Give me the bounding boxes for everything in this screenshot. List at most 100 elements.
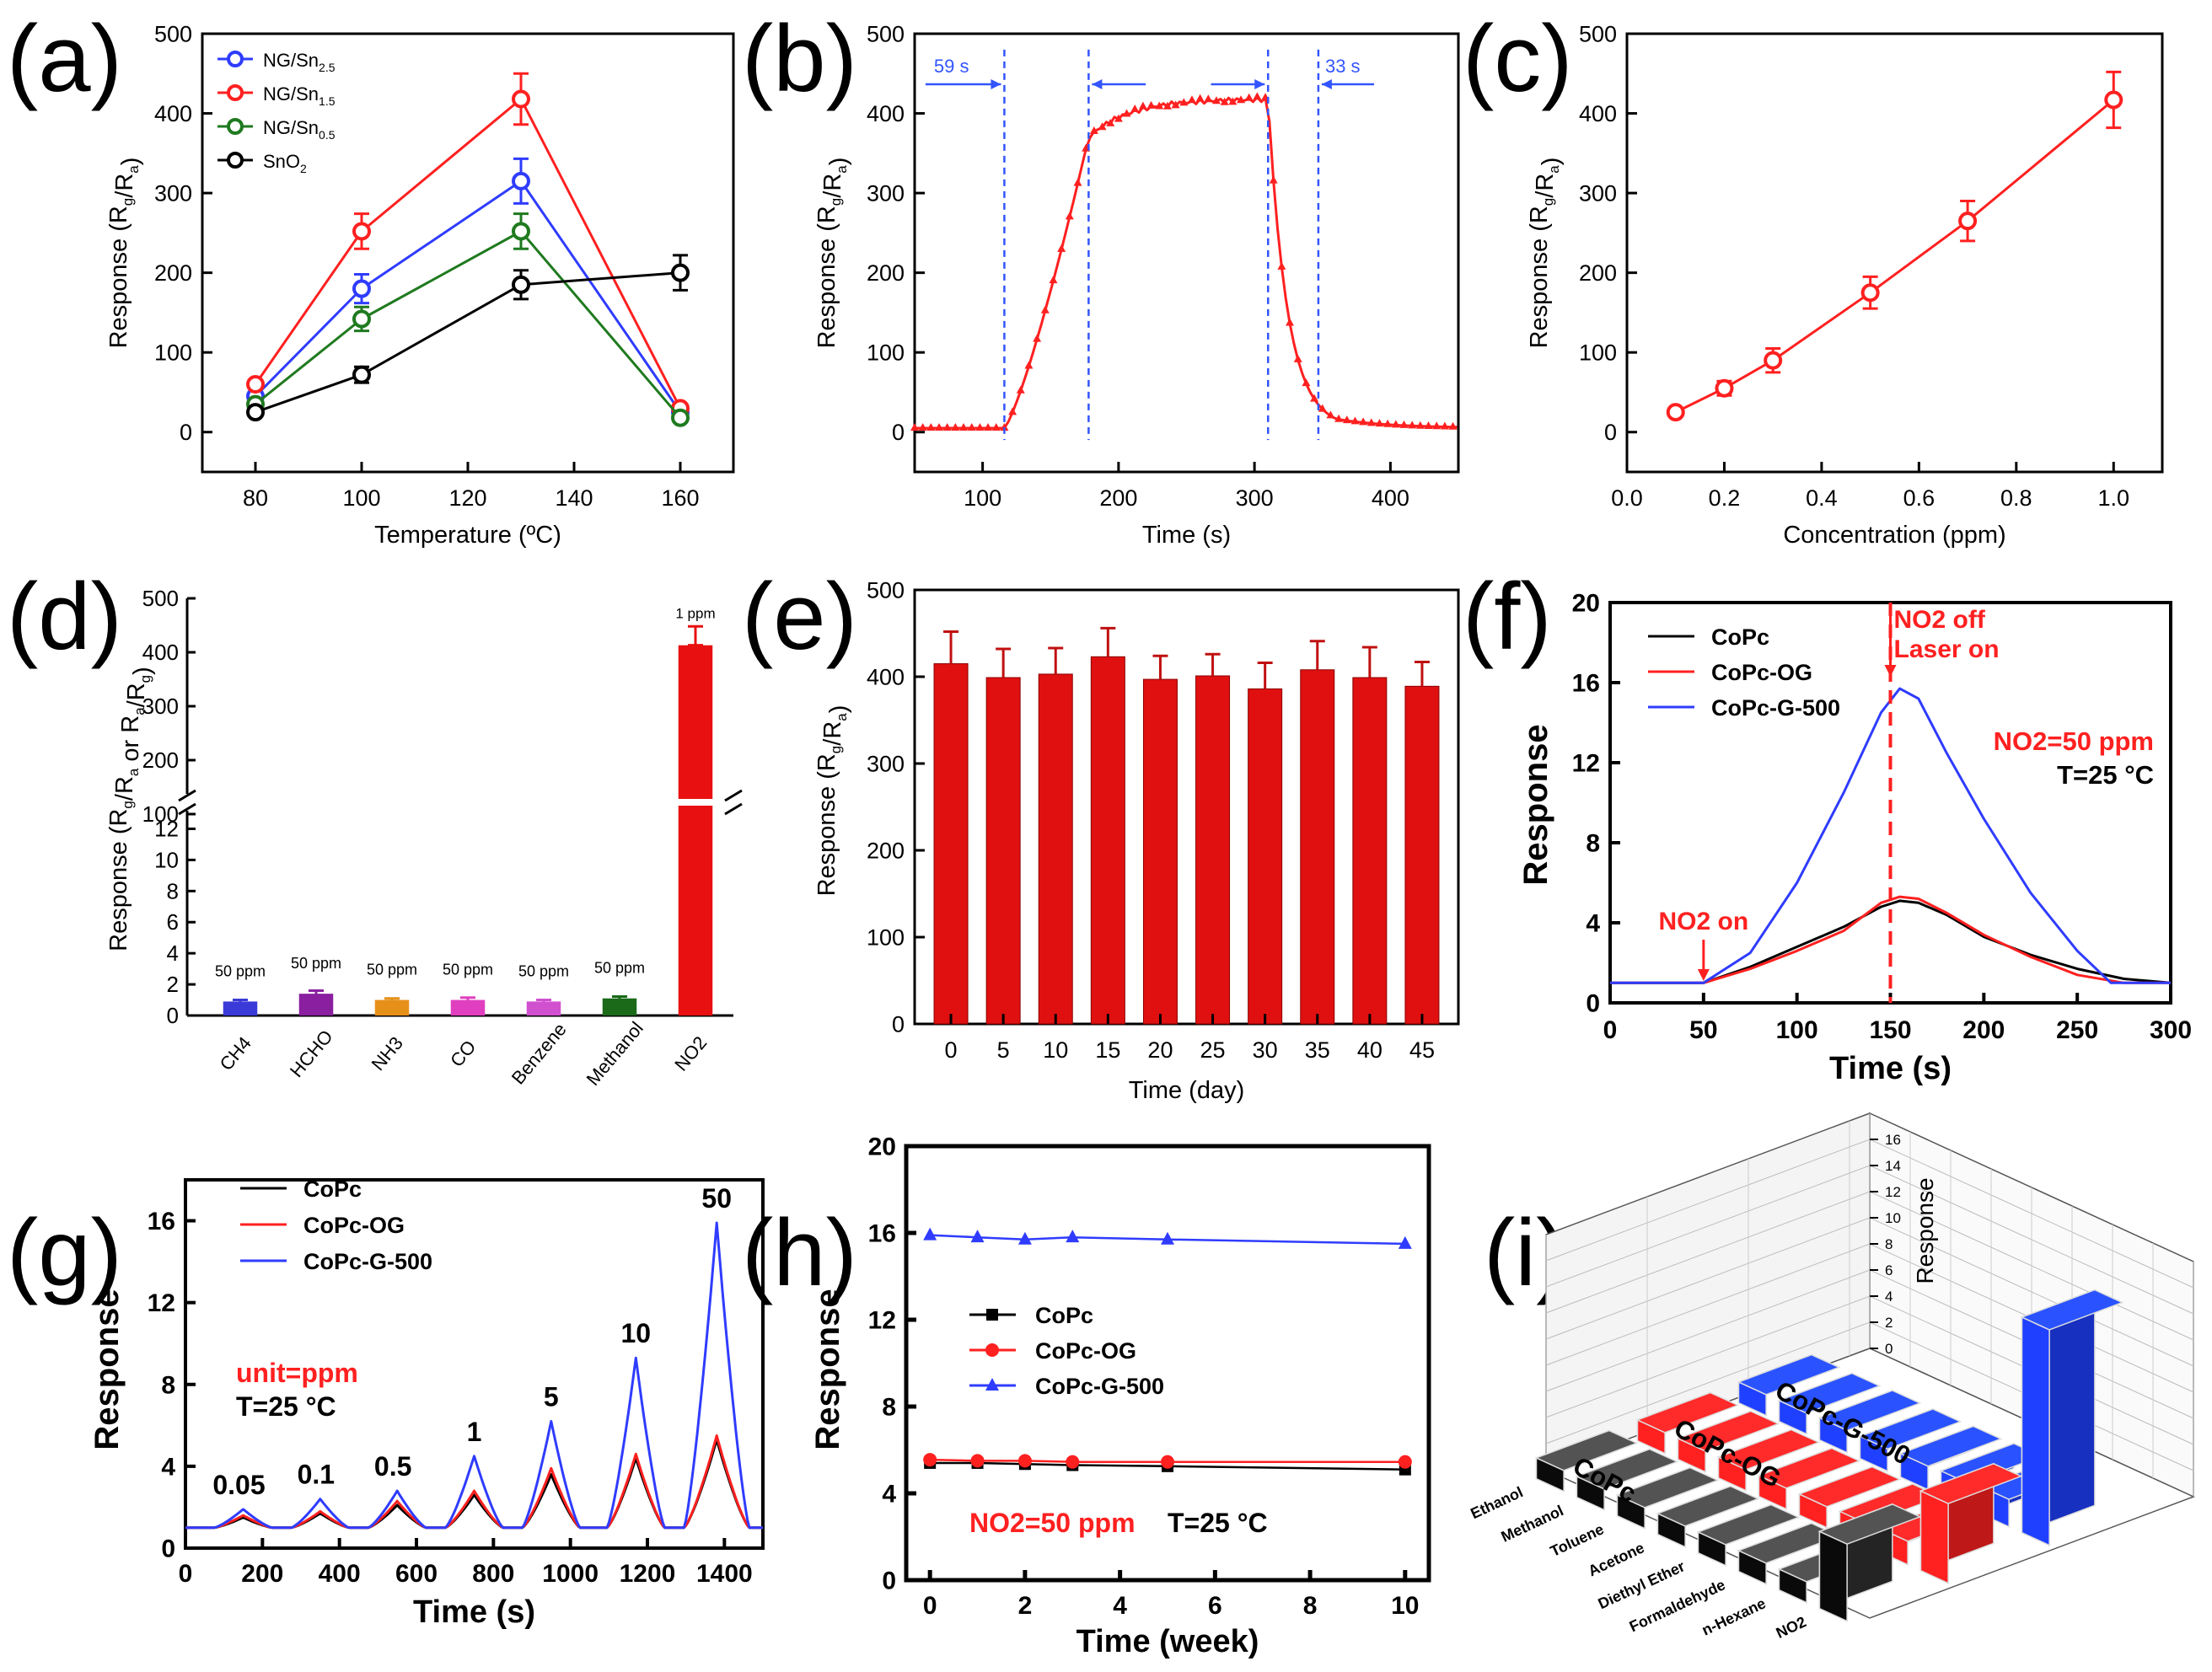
- bar-face: [1737, 1522, 1841, 1564]
- panel-label: (d): [7, 564, 122, 669]
- y-tick-label: 16: [148, 1208, 175, 1235]
- panel-label: (f): [1463, 564, 1552, 669]
- z-tick-label: 14: [1885, 1158, 1901, 1174]
- y-tick-label: 100: [867, 340, 905, 366]
- data-point: [959, 423, 969, 431]
- text-base: Response (R: [813, 206, 840, 348]
- y-tick-label: 500: [1579, 21, 1617, 46]
- text-base: NG/Sn: [263, 50, 319, 71]
- x-tick-label: 20: [1147, 1037, 1173, 1063]
- x-tick-label: 0: [1603, 1016, 1618, 1044]
- bar-face: [1797, 1466, 1902, 1508]
- x-tick-label: 30: [1253, 1037, 1278, 1063]
- z-tick-label: 8: [1885, 1236, 1893, 1252]
- y-tick-label: 0: [1586, 990, 1600, 1018]
- series-line: [254, 180, 682, 413]
- x-tick-label: 1400: [696, 1560, 753, 1588]
- data-point: [352, 222, 371, 241]
- y-tick-label: 0: [892, 1011, 905, 1037]
- bar: [1737, 1353, 1841, 1417]
- data-point: [1017, 1231, 1032, 1245]
- data-point: [1359, 417, 1368, 426]
- data-point: [1204, 94, 1213, 103]
- data-point: [1415, 421, 1425, 429]
- data-point: [1162, 101, 1172, 110]
- text-base: ): [825, 705, 852, 714]
- data-point: [1244, 93, 1254, 101]
- text-base: Response (R: [1526, 206, 1553, 348]
- bar: [985, 677, 1021, 1025]
- data-point: [1155, 101, 1164, 110]
- bar: [1696, 1503, 1801, 1567]
- series-line: [930, 1234, 1405, 1246]
- x-tick-label: 0.2: [1709, 485, 1741, 511]
- data-point: [1122, 109, 1131, 117]
- bar: [526, 1001, 561, 1016]
- data-point: [1049, 276, 1058, 284]
- data-point: [1293, 354, 1302, 362]
- text-subscript: g: [828, 198, 844, 206]
- y-axis-label: Response (Rg/Ra): [105, 158, 144, 349]
- data-point: [1310, 394, 1319, 402]
- text-subscript: g: [828, 746, 844, 753]
- annotation-text: NO2=50 ppm: [1994, 726, 2154, 756]
- x-tick-label: 300: [1236, 485, 1274, 511]
- x-tick-label: 200: [1099, 485, 1137, 511]
- bar: [1248, 688, 1283, 1025]
- y-tick-label: 4: [167, 940, 179, 966]
- axes-frame: [904, 1144, 1431, 1583]
- x-tick-label: 100: [1776, 1016, 1818, 1044]
- x-tick-label: 5: [997, 1037, 1010, 1063]
- y-tick-label: 300: [142, 694, 179, 719]
- data-point: [1391, 420, 1400, 428]
- y-tick-label: 100: [1579, 340, 1617, 366]
- data-point: [1089, 126, 1098, 135]
- legend-entry: CoPc: [1035, 1303, 1093, 1328]
- data-point: [1448, 421, 1458, 430]
- data-point: [1138, 101, 1147, 110]
- panel-label: (b): [742, 6, 857, 111]
- x-tick-label: 45: [1409, 1037, 1435, 1063]
- x-tick-label: 250: [2056, 1016, 2098, 1044]
- bar: [1716, 1428, 1821, 1492]
- arrow-head: [1092, 79, 1103, 89]
- data-point: [1161, 1455, 1174, 1469]
- concentration-label: 0.5: [374, 1451, 411, 1482]
- annotation-text: NO2 off: [1894, 606, 1986, 634]
- data-point: [984, 423, 993, 431]
- y-tick-label: 16: [868, 1220, 896, 1248]
- text-subscript: 1.5: [319, 94, 336, 108]
- annotation-text: NO2 on: [1658, 908, 1748, 935]
- x-tick-label: 100: [964, 485, 1001, 511]
- y-tick-label: 200: [142, 748, 179, 773]
- y-tick-label: 8: [882, 1394, 896, 1422]
- series-line: [254, 98, 682, 410]
- y-tick-label: 500: [867, 577, 905, 603]
- gas-label: n-Hexane: [1699, 1594, 1769, 1638]
- data-point: [1666, 403, 1685, 422]
- data-point: [935, 423, 944, 431]
- z-tick-label: 12: [1885, 1184, 1901, 1200]
- z-tick-label: 10: [1885, 1210, 1901, 1226]
- legend-marker: [227, 152, 244, 169]
- bar-label: 50 ppm: [594, 960, 645, 977]
- y-tick-label: 100: [154, 340, 192, 366]
- data-point: [1033, 334, 1042, 342]
- data-point: [512, 222, 530, 241]
- bar-face: [1575, 1448, 1679, 1490]
- text-base: Response (R: [105, 809, 132, 951]
- text-subscript: g: [120, 198, 136, 206]
- x-axis-label: Time (s): [413, 1594, 535, 1630]
- arrow-head: [1697, 969, 1710, 981]
- text-base: Response (R: [105, 206, 132, 348]
- data-point: [1383, 419, 1393, 427]
- x-category-label: Methanol: [583, 1017, 647, 1089]
- data-point: [1187, 95, 1196, 104]
- axes-b: 100 200 300 400 0 100 200 300 400 500 Time (s) Resp…: [813, 21, 1460, 549]
- y-axis-label: Response (Rg/Ra): [813, 158, 852, 349]
- legend-entry: CoPc-OG: [1035, 1338, 1136, 1364]
- x-axis-label: Concentration (ppm): [1783, 522, 2005, 549]
- data-point: [1040, 305, 1050, 314]
- text-base: ): [825, 158, 852, 166]
